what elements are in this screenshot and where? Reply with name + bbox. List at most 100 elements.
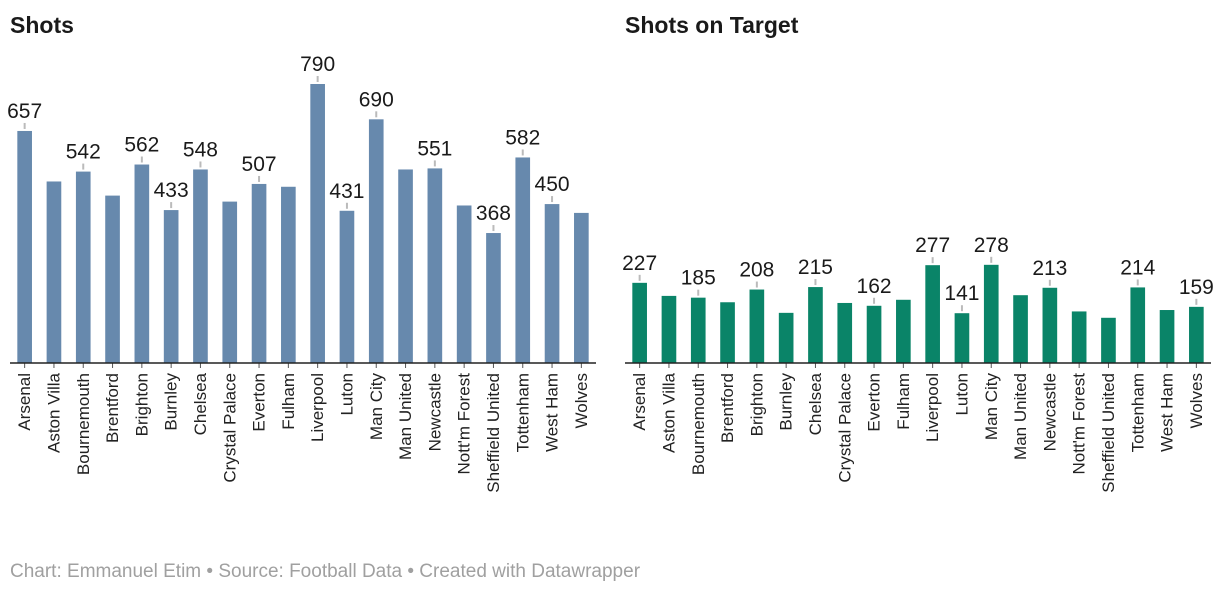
category-label-newcastle: Newcastle xyxy=(425,373,444,451)
bar-chelsea xyxy=(193,169,208,363)
category-label-liverpool: Liverpool xyxy=(923,373,942,442)
category-label-everton: Everton xyxy=(865,373,884,432)
value-label-everton: 162 xyxy=(857,275,892,298)
category-label-luton: Luton xyxy=(952,373,971,416)
bar-bournemouth xyxy=(690,297,706,363)
category-label-crystal-palace: Crystal Palace xyxy=(835,373,854,483)
bar-nott-m-forest xyxy=(1071,311,1087,363)
category-label-everton: Everton xyxy=(250,373,269,432)
category-label-man-united: Man United xyxy=(396,373,415,460)
category-label-sheffield-united: Sheffield United xyxy=(484,373,503,493)
value-label-brighton: 208 xyxy=(739,259,774,282)
category-label-man-united: Man United xyxy=(1011,373,1030,460)
category-label-nott-m-forest: Nott'm Forest xyxy=(455,373,474,475)
category-label-aston-villa: Aston Villa xyxy=(44,372,63,453)
shots-bar-chart: 657 Arsenal Aston Villa 542 Bournemouth Brent… xyxy=(7,53,596,493)
category-label-fulham: Fulham xyxy=(894,373,913,430)
category-label-west-ham: West Ham xyxy=(543,373,562,452)
value-label-arsenal: 657 xyxy=(7,100,42,123)
bar-brighton xyxy=(749,289,765,363)
bar-tottenham xyxy=(515,157,531,363)
bar-luton xyxy=(339,210,355,363)
value-label-liverpool: 277 xyxy=(915,234,950,257)
category-label-brentford: Brentford xyxy=(103,373,122,443)
bar-fulham xyxy=(896,299,911,363)
value-label-luton: 431 xyxy=(329,180,364,203)
value-label-tottenham: 214 xyxy=(1120,256,1155,279)
value-label-tottenham: 582 xyxy=(505,126,540,149)
bar-wolves xyxy=(1189,306,1204,363)
bar-man-united xyxy=(1013,295,1028,363)
category-label-west-ham: West Ham xyxy=(1158,373,1177,452)
category-label-sheffield-united: Sheffield United xyxy=(1099,373,1118,493)
value-label-sheffield-united: 368 xyxy=(476,202,511,225)
category-label-man-city: Man City xyxy=(982,373,1001,441)
bar-bournemouth xyxy=(75,171,91,363)
value-label-man-city: 690 xyxy=(359,88,394,111)
category-label-wolves: Wolves xyxy=(572,373,591,428)
value-label-chelsea: 215 xyxy=(798,256,833,279)
bar-burnley xyxy=(778,312,794,363)
category-label-brighton: Brighton xyxy=(132,373,151,436)
category-label-chelsea: Chelsea xyxy=(191,372,210,435)
value-label-man-city: 278 xyxy=(974,234,1009,257)
bar-luton xyxy=(954,313,970,363)
category-label-tottenham: Tottenham xyxy=(1128,373,1147,452)
category-label-man-city: Man City xyxy=(367,373,386,441)
category-label-arsenal: Arsenal xyxy=(630,373,649,431)
value-label-bournemouth: 185 xyxy=(681,267,716,290)
category-label-arsenal: Arsenal xyxy=(15,373,34,431)
bar-crystal-palace xyxy=(222,201,238,363)
bar-everton xyxy=(251,183,267,363)
value-label-burnley: 433 xyxy=(154,179,189,202)
chart-footer-credit: Chart: Emmanuel Etim • Source: Football … xyxy=(10,561,641,582)
bar-man-city xyxy=(368,119,384,363)
value-label-brighton: 562 xyxy=(124,134,159,157)
bar-brentford xyxy=(720,302,735,363)
bar-arsenal xyxy=(632,282,647,363)
category-label-luton: Luton xyxy=(337,373,356,416)
shots-chart-title: Shots xyxy=(10,12,74,38)
value-label-everton: 507 xyxy=(242,153,277,176)
category-label-fulham: Fulham xyxy=(279,373,298,430)
bar-newcastle xyxy=(1042,287,1058,363)
bar-brentford xyxy=(105,195,120,363)
bar-burnley xyxy=(163,210,179,363)
bar-sheffield-united xyxy=(1101,317,1116,363)
shots-on-target-bar-chart: 227 Arsenal Aston Villa 185 Bournemouth Brent… xyxy=(622,234,1214,493)
category-label-newcastle: Newcastle xyxy=(1040,373,1059,451)
bar-nott-m-forest xyxy=(456,205,472,363)
value-label-west-ham: 450 xyxy=(535,173,570,196)
bar-crystal-palace xyxy=(837,302,853,363)
value-label-liverpool: 790 xyxy=(300,53,335,76)
category-label-nott-m-forest: Nott'm Forest xyxy=(1070,373,1089,475)
category-label-burnley: Burnley xyxy=(162,373,181,431)
bar-man-city xyxy=(983,264,999,363)
value-label-luton: 141 xyxy=(944,282,979,305)
bar-fulham xyxy=(281,186,296,363)
bar-brighton xyxy=(134,164,150,363)
category-label-chelsea: Chelsea xyxy=(806,372,825,435)
category-label-liverpool: Liverpool xyxy=(308,373,327,442)
bar-man-united xyxy=(398,169,413,363)
value-label-newcastle: 551 xyxy=(417,137,452,160)
bar-arsenal xyxy=(17,130,32,363)
value-label-bournemouth: 542 xyxy=(66,141,101,164)
bar-wolves xyxy=(574,212,589,363)
value-label-newcastle: 213 xyxy=(1032,257,1067,280)
bar-newcastle xyxy=(427,168,443,363)
bar-aston-villa xyxy=(46,181,62,363)
category-label-brentford: Brentford xyxy=(718,373,737,443)
category-label-brighton: Brighton xyxy=(747,373,766,436)
bar-west-ham xyxy=(544,204,560,363)
category-label-crystal-palace: Crystal Palace xyxy=(220,373,239,483)
value-label-chelsea: 548 xyxy=(183,138,218,161)
bar-tottenham xyxy=(1130,287,1146,363)
bar-sheffield-united xyxy=(486,233,501,363)
value-label-arsenal: 227 xyxy=(622,252,657,275)
category-label-bournemouth: Bournemouth xyxy=(74,373,93,475)
category-label-wolves: Wolves xyxy=(1187,373,1206,428)
bar-liverpool xyxy=(310,84,325,363)
shots-on-target-chart-title: Shots on Target xyxy=(625,12,799,38)
category-label-aston-villa: Aston Villa xyxy=(659,372,678,453)
